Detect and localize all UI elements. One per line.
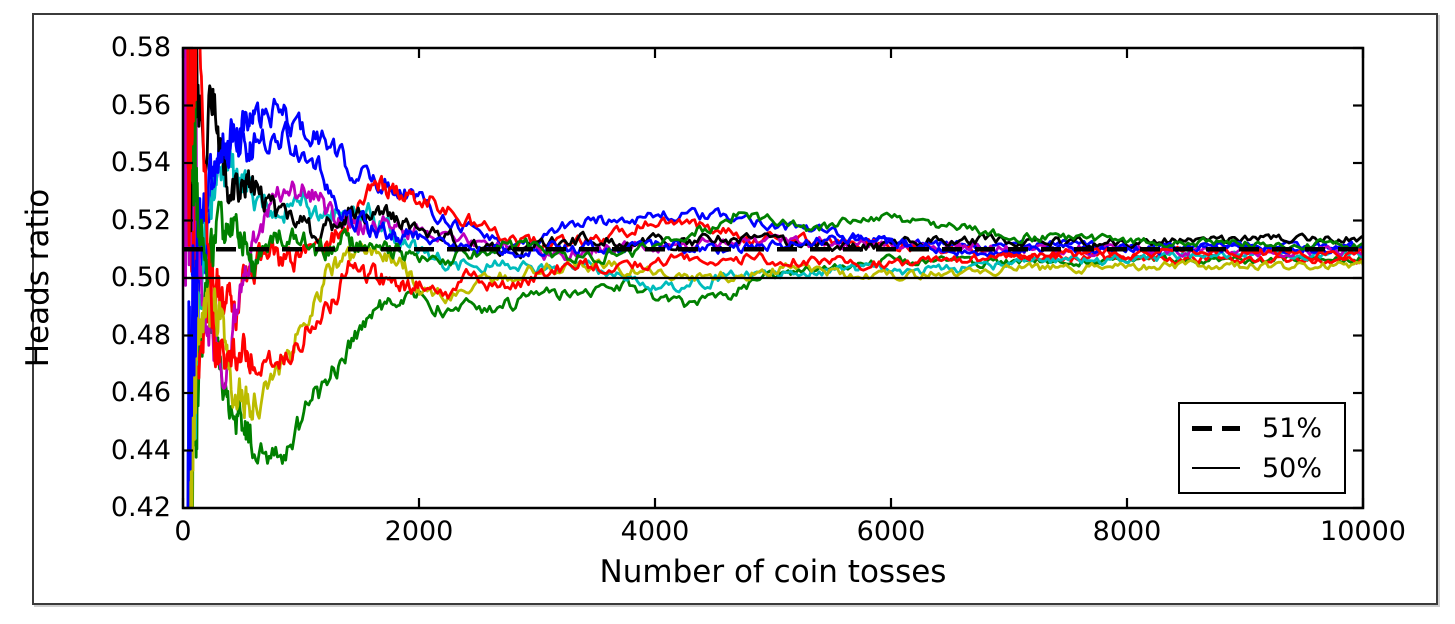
y-tick-label: 0.58 bbox=[110, 32, 171, 63]
y-tick-label: 0.56 bbox=[110, 89, 171, 121]
y-tick-label: 0.46 bbox=[110, 377, 171, 408]
legend-label-50: 50% bbox=[1262, 452, 1323, 484]
series-line-walk-08 bbox=[186, 120, 1363, 508]
series-line-walk-06 bbox=[187, 241, 1363, 508]
x-tick-label: 8000 bbox=[1092, 516, 1162, 547]
x-tick-label: 2000 bbox=[384, 516, 454, 547]
legend-entry-50: 50% bbox=[1192, 453, 1344, 484]
y-tick-label: 0.44 bbox=[110, 434, 171, 466]
series-line-walk-09 bbox=[187, 48, 1363, 288]
y-tick-label: 0.52 bbox=[110, 204, 171, 236]
y-tick-label: 0.54 bbox=[110, 147, 171, 178]
dashed-line-sample bbox=[1192, 423, 1240, 433]
x-tick-label: 4000 bbox=[620, 516, 690, 547]
series-line-walk-07 bbox=[188, 48, 1363, 260]
x-axis-title-text: Number of coin tosses bbox=[599, 554, 947, 590]
y-axis-title-text: Heads ratio bbox=[20, 188, 56, 368]
legend-label-51: 51% bbox=[1262, 412, 1323, 444]
y-tick-label: 0.48 bbox=[110, 319, 171, 351]
series-line-walk-10 bbox=[186, 48, 1363, 377]
series-line-walk-03 bbox=[187, 48, 1363, 380]
x-tick-label: 0 bbox=[174, 516, 192, 547]
legend-entry-51: 51% bbox=[1192, 413, 1344, 444]
legend: 51% 50% bbox=[1178, 402, 1346, 494]
y-tick-label: 0.50 bbox=[110, 262, 171, 293]
y-tick-label: 0.42 bbox=[110, 492, 171, 523]
x-tick-label: 6000 bbox=[856, 516, 926, 547]
series-line-walk-01 bbox=[187, 48, 1363, 325]
solid-line-sample bbox=[1192, 463, 1240, 473]
x-tick-label: 10000 bbox=[1320, 516, 1406, 547]
